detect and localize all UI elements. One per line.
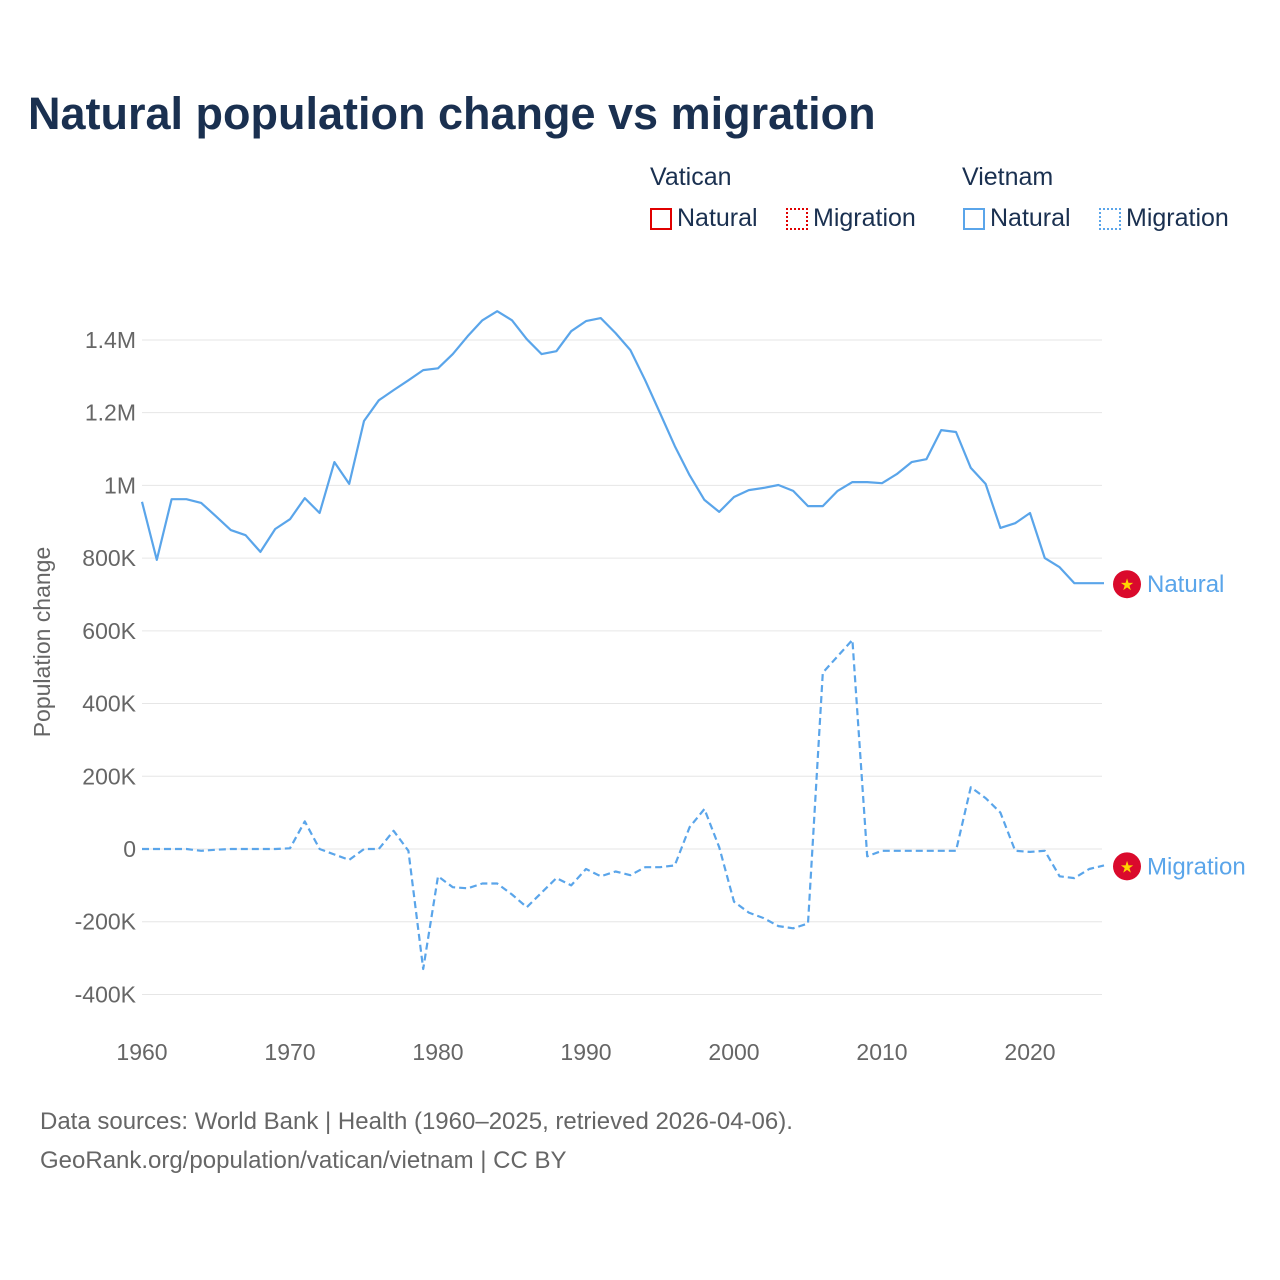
- star-icon: ★: [1120, 859, 1134, 876]
- x-tick-label: 2000: [708, 1039, 759, 1065]
- y-tick-label: 800K: [82, 545, 136, 571]
- series-line-migration: [142, 638, 1105, 971]
- legend-label: Migration: [1126, 204, 1229, 232]
- y-tick-label: -200K: [75, 909, 137, 935]
- footer-sources: Data sources: World Bank | Health (1960–…: [40, 1108, 793, 1135]
- legend-vietnam-migration[interactable]: Migration: [1099, 204, 1229, 233]
- legend-vietnam-natural[interactable]: Natural: [963, 204, 1071, 233]
- y-tick-label: 0: [123, 836, 136, 862]
- y-tick-label: -400K: [75, 981, 137, 1007]
- y-tick-label: 1.2M: [85, 400, 136, 426]
- footer-credit[interactable]: GeoRank.org/population/vatican/vietnam |…: [40, 1147, 567, 1174]
- x-tick-label: 2010: [856, 1039, 907, 1065]
- legend-label: Migration: [813, 204, 916, 232]
- legend-vatican-migration[interactable]: Migration: [786, 204, 916, 233]
- y-tick-label: 200K: [82, 763, 136, 789]
- dotted-swatch-icon: [1099, 207, 1121, 230]
- vietnam-flag-icon: [1113, 852, 1141, 881]
- x-tick-label: 1990: [560, 1039, 611, 1065]
- x-tick-label: 1980: [412, 1039, 463, 1065]
- x-tick-label: 1970: [264, 1039, 315, 1065]
- legend-group-vatican: Vatican: [650, 163, 732, 191]
- solid-swatch-icon: [650, 207, 672, 230]
- y-tick-label: 1M: [104, 472, 136, 498]
- vietnam-flag-icon: [1113, 570, 1141, 599]
- solid-swatch-icon: [963, 207, 985, 230]
- series-end-label: Natural: [1147, 571, 1224, 598]
- star-icon: ★: [1120, 577, 1134, 594]
- y-tick-label: 1.4M: [85, 327, 136, 353]
- dotted-swatch-icon: [786, 207, 808, 230]
- y-axis-label: Population change: [29, 547, 55, 738]
- y-tick-label: 400K: [82, 691, 136, 717]
- series-line-natural: [140, 310, 1104, 585]
- y-tick-label: 600K: [82, 618, 136, 644]
- series-end-label: Migration: [1147, 853, 1246, 880]
- legend-group-vietnam: Vietnam: [962, 163, 1054, 191]
- legend-label: Natural: [990, 204, 1071, 232]
- legend-label: Natural: [677, 204, 758, 232]
- x-tick-label: 1960: [116, 1039, 167, 1065]
- chart-title: Natural population change vs migration: [28, 88, 876, 139]
- legend-vatican-natural[interactable]: Natural: [650, 204, 758, 233]
- x-tick-label: 2020: [1004, 1039, 1055, 1065]
